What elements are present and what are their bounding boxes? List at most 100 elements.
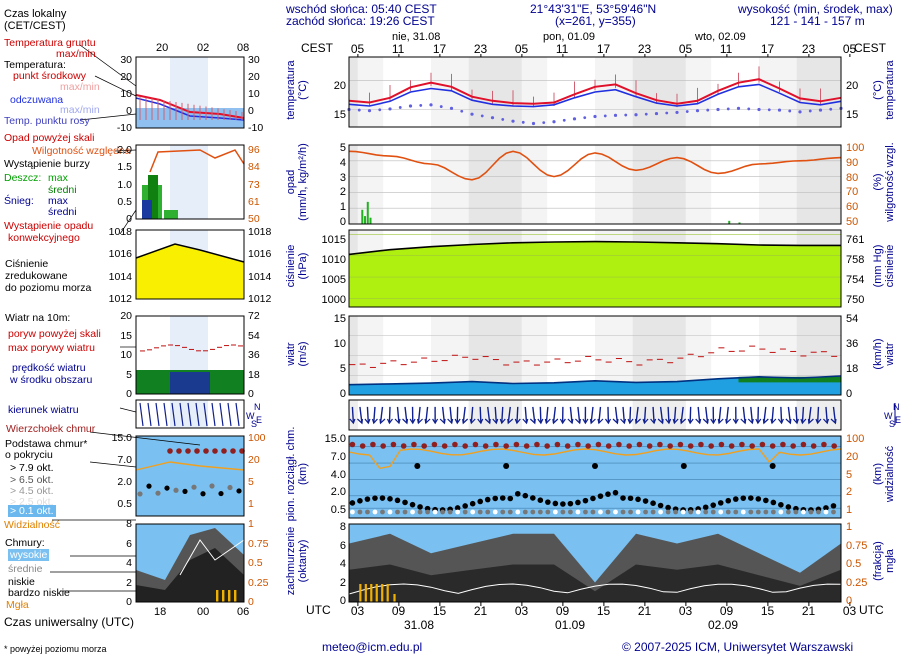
cloud-base-dot: [470, 509, 476, 515]
cloud-base-dot: [417, 504, 423, 510]
wind-tick: 5: [339, 363, 346, 375]
fog-bar: [381, 584, 384, 602]
wind-arrow-head: [672, 418, 679, 425]
wind-arrow: [643, 406, 647, 424]
legend-cloud-top-dot: [212, 448, 218, 454]
wind-arrow: [659, 406, 664, 424]
dew-point-dot: [695, 109, 700, 113]
compass-letter: N: [893, 402, 900, 412]
cloud-base-dot: [567, 500, 574, 507]
cloud-base-dot: [725, 509, 731, 515]
height-values: 121 - 141 - 157 m: [770, 14, 865, 28]
day-label-1: nie, 31.08: [392, 31, 441, 43]
cloud-base-dot: [357, 509, 363, 515]
wind-arrow: [614, 406, 619, 424]
temp_left: 0: [126, 105, 132, 117]
rain-bar: [369, 217, 372, 224]
wind-arrow-head: [529, 418, 536, 425]
cloud-base-dot: [703, 509, 709, 515]
cloud-base-dot: [410, 509, 415, 515]
wind-arrow-head: [349, 418, 356, 425]
cloud-base-dot: [598, 509, 603, 515]
legend-cloud-top: Wierzchołek chmur: [6, 423, 96, 435]
cloud-top-dot: [708, 443, 714, 449]
fog-bar: [386, 584, 389, 602]
wind-arrow-head: [800, 418, 807, 425]
legend-leader-line: [89, 461, 137, 468]
wind-arrow: [787, 406, 792, 424]
cloud-base-dot: [394, 497, 401, 504]
wind-arrow-head: [462, 418, 469, 425]
wind-arrow-head: [537, 418, 544, 425]
legend-temp-line: [135, 94, 245, 119]
cloud-base-dot: [560, 501, 566, 507]
footnote: * powyżej poziomu morza: [4, 644, 107, 654]
cloud-base-dot: [665, 509, 671, 515]
cloud-base-dot: [793, 509, 799, 515]
cloud-top-dot: [554, 441, 561, 448]
cloud-base-dot: [748, 495, 754, 501]
dew-point-dot: [460, 109, 464, 113]
wind-arrow: [801, 406, 805, 424]
wind-arrow-head: [402, 418, 409, 425]
legend-middle: średnie: [8, 563, 43, 575]
bottom-hour-label: 21: [637, 604, 652, 618]
legend-pressure-1: Ciśnienie: [5, 258, 49, 270]
wind-arrow: [689, 406, 692, 424]
legend-cloud-base-dot: [236, 488, 242, 494]
cover-tick: 8: [339, 521, 346, 533]
cloud-base-dot: [582, 497, 589, 504]
press_left: 1018: [108, 226, 132, 238]
temp_left: 10: [120, 88, 132, 100]
visibility-tick: 2: [846, 486, 853, 499]
legend-visibility: Widzialność: [4, 519, 61, 531]
precip_left: 2.0: [117, 144, 132, 156]
wind-arrow: [652, 406, 655, 424]
cloud-top-dot: [380, 443, 386, 449]
felt-temp-line: [348, 83, 842, 108]
legend-cloud-top-dot: [203, 448, 209, 454]
humidity-tick: 60: [846, 201, 859, 214]
humidity-tick: 100: [846, 142, 865, 154]
cloud-base-dot: [673, 509, 679, 515]
footer-email[interactable]: meteo@icm.edu.pl: [322, 640, 423, 654]
wind-tick: 0: [339, 388, 346, 400]
cloud-base-dot: [545, 509, 551, 515]
cloud-base-dot: [365, 509, 370, 515]
day-band: [431, 145, 469, 224]
cloud-base-dot: [484, 496, 491, 503]
visibility-tick: 5: [846, 468, 853, 481]
wind-arrow-head: [499, 418, 506, 425]
bottom-hour-label: 21: [473, 604, 488, 618]
wind-arrow: [388, 406, 391, 424]
day-label-2: pon, 01.09: [543, 31, 595, 43]
wind-arrow: [622, 406, 626, 424]
cloud-top-dot: [585, 443, 591, 449]
bottom-hour-label: 21: [801, 604, 816, 618]
cloud-base-dot: [357, 498, 363, 504]
night-band: [349, 145, 358, 224]
rain-bar: [728, 220, 731, 224]
cloud-base-dot: [507, 495, 514, 502]
dew-point-dot: [634, 113, 638, 117]
legend-cloud-base-dot: [200, 491, 206, 497]
cloud-base-dot: [485, 509, 491, 515]
legend-utc-tick-3: 06: [237, 606, 250, 618]
cloud-top-dot: [636, 441, 643, 448]
sunset-text: zachód słońca: 19:26 CEST: [286, 14, 435, 28]
cloud-base-dot: [823, 509, 829, 515]
dew-point-dot: [736, 106, 741, 110]
wind-arrow: [780, 406, 783, 424]
legend-storm: Wystąpienie burzy: [4, 158, 90, 170]
wind-arrow: [539, 406, 542, 424]
humidity-tick: 90: [846, 156, 859, 169]
pressure-mmhg-tick: 750: [846, 294, 865, 306]
legend-wind-area-2: [170, 372, 210, 394]
cloud-top-dot: [370, 441, 376, 448]
cloud-base-dot: [414, 463, 421, 469]
dew-point-dot: [808, 109, 812, 113]
cloud-base-dot: [349, 500, 356, 506]
cloud-base-dot: [454, 505, 461, 511]
cloud-top-dot: [739, 441, 745, 448]
dew-point-dot: [726, 107, 730, 111]
